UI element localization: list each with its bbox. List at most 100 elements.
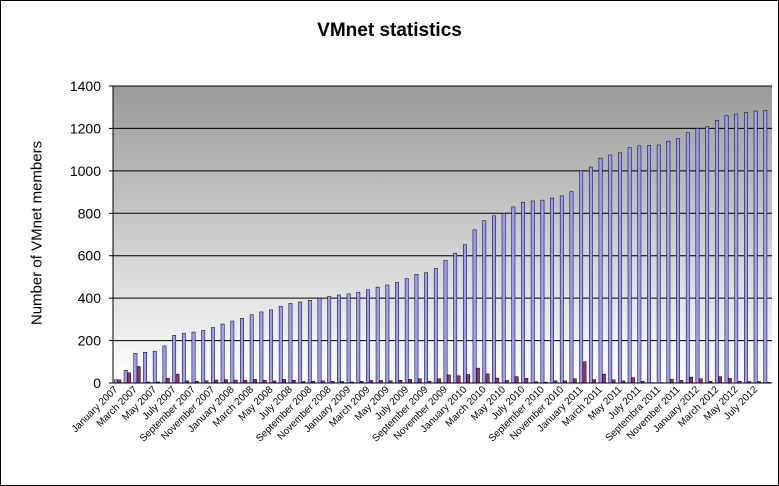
bar-new [282, 379, 286, 384]
bar-new [718, 376, 723, 384]
bar-members [269, 309, 273, 384]
bar-members [540, 199, 545, 384]
bar-new [669, 378, 674, 384]
bar-members [676, 138, 680, 384]
bar-members [763, 110, 768, 384]
bar-members [317, 297, 322, 384]
bar-members [346, 293, 351, 384]
bar-members [579, 170, 584, 384]
bar-members [433, 268, 438, 384]
bar-members [307, 300, 312, 384]
bar-members [327, 296, 332, 384]
bar-members [172, 335, 177, 384]
bar-members [492, 215, 496, 384]
bar-members [453, 252, 458, 384]
bar-members [288, 303, 293, 384]
bar-members [666, 140, 671, 384]
bar-members [443, 260, 448, 384]
bar-members [220, 323, 225, 384]
bar-new [572, 378, 577, 384]
bar-members [162, 345, 167, 384]
bar-members [201, 330, 206, 384]
axes [109, 85, 772, 384]
y-tick-label: 400 [78, 290, 102, 306]
bar-members [366, 289, 370, 384]
bar-members [395, 281, 399, 384]
bar-members [191, 331, 196, 384]
bar-members [618, 152, 622, 384]
y-tick-label: 0 [93, 375, 101, 391]
bar-members [714, 120, 719, 384]
bar-members [181, 332, 186, 384]
bar-new [456, 375, 461, 384]
bar-members [123, 370, 128, 384]
bar-members [133, 353, 138, 384]
bar-new [495, 377, 500, 384]
y-tick-label: 800 [78, 205, 102, 221]
bar-new [127, 372, 131, 384]
bar-members [211, 327, 215, 384]
bar-members [705, 126, 710, 384]
y-tick-label: 1000 [70, 163, 101, 179]
bar-members [511, 206, 516, 384]
bar-members [472, 229, 477, 384]
bar-members [521, 202, 525, 384]
bar-new [592, 379, 597, 384]
bar-new [417, 378, 422, 384]
bar-new [698, 378, 703, 384]
bar-members [298, 301, 303, 384]
bar-members [598, 157, 603, 384]
bar-members [385, 284, 390, 384]
bar-members [375, 286, 380, 384]
bar-new [165, 378, 170, 384]
bar-members [637, 145, 642, 384]
bar-new [524, 378, 529, 384]
bar-new [136, 366, 141, 384]
bar-members [695, 128, 700, 384]
bar-members [744, 112, 748, 384]
bar-members [240, 318, 244, 384]
y-tick-label: 1200 [70, 120, 101, 136]
bar-new [224, 379, 228, 384]
bar-members [337, 294, 341, 384]
bar-members [152, 350, 157, 384]
gridlines [113, 85, 772, 342]
bar-members [278, 305, 283, 384]
bar-members [685, 132, 690, 384]
bar-new [485, 373, 490, 384]
bar-members [550, 197, 555, 384]
bar-new [631, 377, 635, 384]
bar-new [175, 373, 180, 384]
bar-members [414, 274, 419, 384]
bar-members [656, 144, 661, 384]
bar-new [437, 378, 442, 384]
chart-title: VMnet statistics [317, 20, 462, 41]
bar-members [143, 351, 147, 384]
bar-members [753, 110, 758, 384]
bar-members [588, 166, 593, 384]
bar-new [582, 361, 587, 384]
bar-members [259, 311, 264, 384]
bar-members [647, 145, 651, 384]
bar-members [482, 220, 487, 384]
bar-new [446, 374, 451, 384]
y-tick-label: 200 [78, 333, 102, 349]
bar-members [530, 200, 535, 384]
bar-members [559, 195, 564, 384]
bar-new [475, 367, 480, 384]
bar-new [466, 374, 471, 384]
bar-members [356, 291, 361, 384]
y-tick-label: 600 [78, 248, 102, 264]
bar-members [230, 320, 235, 384]
bar-members [724, 115, 729, 384]
bar-members [404, 278, 409, 384]
bar-members [462, 244, 467, 384]
bar-new [689, 376, 693, 384]
bar-new [408, 379, 412, 384]
bar-new [601, 373, 606, 384]
bar-members [608, 154, 613, 384]
bar-new [253, 379, 257, 384]
bar-members [249, 314, 254, 384]
